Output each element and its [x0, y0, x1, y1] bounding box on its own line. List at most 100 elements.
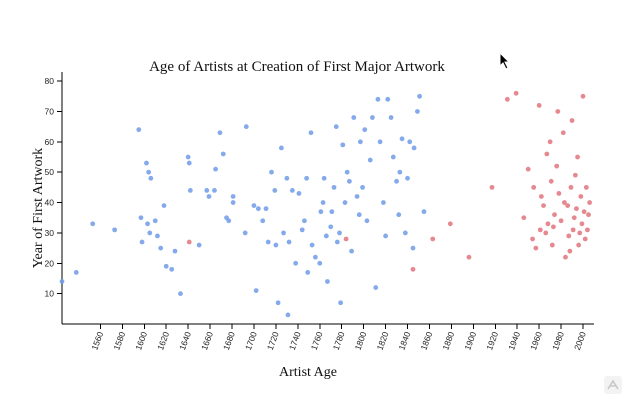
data-point	[572, 172, 578, 178]
data-point	[286, 239, 292, 245]
data-point	[342, 200, 348, 205]
data-point	[351, 115, 357, 120]
data-point	[73, 269, 79, 275]
x-tick-label: 1920	[484, 330, 500, 351]
data-point	[383, 233, 388, 239]
data-point	[549, 242, 555, 248]
data-point	[543, 230, 549, 236]
data-point	[580, 93, 586, 99]
x-tick-label: 1700	[243, 330, 259, 351]
y-tick-label: 20	[45, 258, 55, 268]
data-point	[587, 200, 593, 205]
data-point	[582, 236, 588, 242]
data-point	[273, 242, 279, 248]
data-point	[402, 230, 408, 236]
data-point	[560, 130, 566, 136]
data-point	[318, 209, 324, 215]
data-point	[531, 184, 537, 190]
y-tick-label: 60	[45, 137, 55, 147]
data-point	[243, 124, 249, 130]
data-point	[329, 209, 335, 215]
data-point	[566, 233, 572, 239]
data-point	[226, 218, 232, 224]
data-point	[574, 206, 579, 212]
data-point	[578, 194, 584, 199]
data-point	[169, 266, 175, 272]
data-point	[253, 288, 259, 294]
chart-title: Age of Artists at Creation of First Majo…	[149, 59, 445, 75]
data-point	[466, 254, 472, 260]
x-tick-label: 1840	[397, 330, 413, 351]
data-point	[513, 90, 519, 96]
data-point	[410, 266, 416, 272]
x-tick-label: 1940	[506, 330, 522, 351]
data-point	[576, 242, 582, 248]
x-tick-label: 1800	[353, 330, 369, 351]
data-point	[344, 169, 350, 175]
data-point	[430, 236, 436, 242]
data-point	[308, 130, 314, 136]
data-point	[284, 175, 290, 181]
data-point	[144, 160, 149, 166]
data-point	[328, 224, 334, 230]
data-point	[362, 127, 368, 133]
x-tick-label: 1740	[287, 330, 303, 351]
data-point	[323, 233, 329, 239]
data-point	[556, 191, 562, 196]
data-point	[172, 248, 178, 254]
data-point	[360, 184, 365, 190]
x-tick-label: 1860	[418, 330, 434, 351]
data-point	[206, 194, 212, 199]
data-point	[417, 93, 422, 99]
data-point	[289, 188, 295, 193]
data-point	[538, 194, 544, 199]
data-point	[212, 188, 217, 193]
data-point	[380, 200, 386, 205]
data-point	[354, 194, 360, 199]
data-point	[521, 215, 527, 221]
x-tick-label: 1600	[133, 330, 149, 351]
x-tick-label: 1820	[375, 330, 391, 351]
data-point	[317, 260, 323, 266]
data-point	[568, 184, 574, 190]
x-axis-label: Artist Age	[279, 365, 337, 380]
y-tick-label: 50	[45, 167, 55, 177]
data-point	[213, 166, 218, 172]
data-point	[569, 118, 575, 123]
data-point	[148, 175, 154, 181]
data-point	[586, 212, 591, 218]
data-point	[265, 239, 271, 245]
data-point	[272, 188, 278, 193]
data-point	[410, 245, 416, 251]
data-point	[551, 224, 556, 230]
data-point	[565, 203, 571, 208]
watermark-logo-icon	[604, 376, 622, 394]
data-point	[394, 178, 399, 184]
data-point	[281, 230, 286, 236]
data-point	[367, 157, 373, 163]
data-point	[337, 230, 342, 236]
data-point	[278, 145, 284, 151]
data-point	[377, 139, 383, 145]
data-point	[138, 215, 144, 221]
data-point	[552, 212, 557, 218]
data-point	[331, 184, 337, 190]
x-tick-label: 1660	[199, 330, 215, 351]
data-point	[112, 227, 118, 233]
data-point	[299, 227, 305, 233]
data-point	[581, 209, 587, 215]
data-point	[537, 227, 543, 233]
data-point	[385, 96, 391, 102]
x-tick-label: 1900	[462, 330, 478, 351]
data-point	[407, 139, 413, 145]
data-point	[571, 215, 577, 221]
x-tick-label: 1980	[550, 330, 566, 351]
data-point	[296, 191, 302, 196]
data-point	[579, 221, 585, 227]
data-point	[349, 248, 354, 254]
data-point	[163, 263, 169, 269]
data-point	[411, 145, 417, 151]
data-point	[504, 96, 510, 102]
data-point	[302, 218, 307, 224]
data-point	[187, 188, 193, 193]
